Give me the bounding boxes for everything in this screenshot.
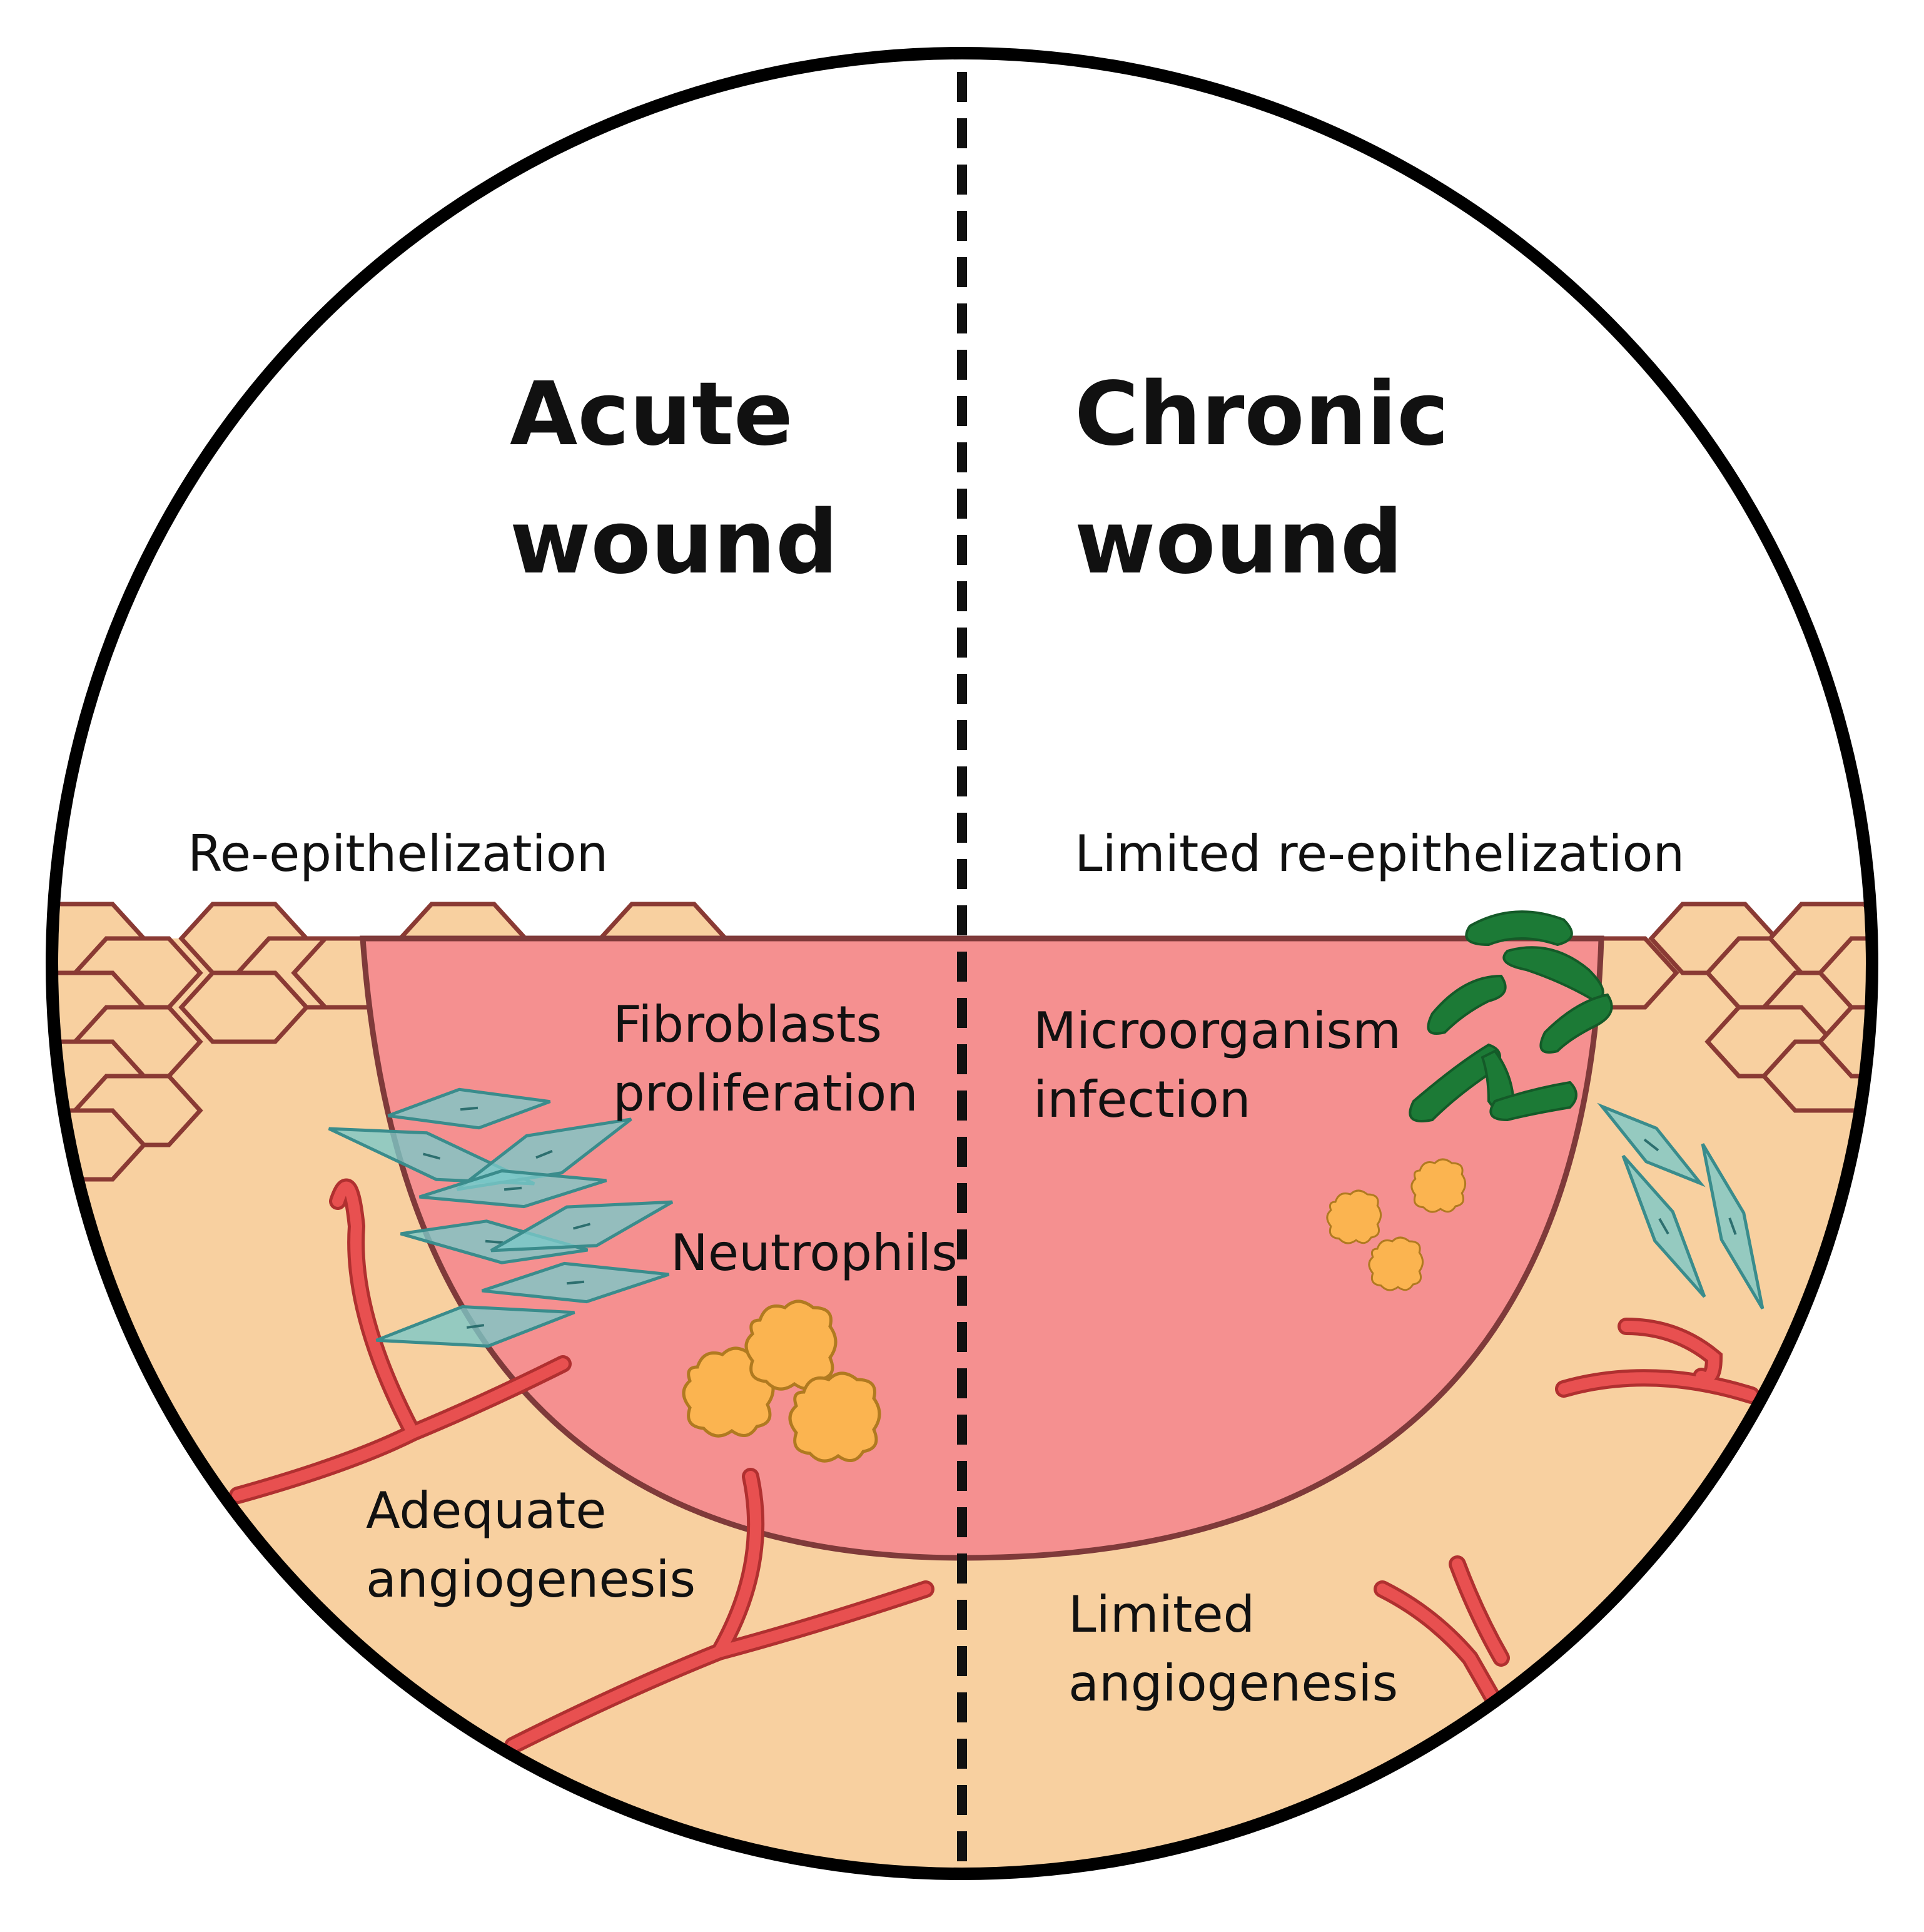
- epithelium: [52, 902, 1872, 1182]
- fibroblast-icon: [375, 1305, 575, 1348]
- fibroblasts-label-line1: Fibroblasts: [613, 995, 882, 1054]
- microorganism-icon: [1427, 974, 1507, 1035]
- neutrophils: [682, 1158, 1467, 1463]
- fibroblasts-label-line2: proliferation: [613, 1064, 918, 1122]
- adequate-angiogenesis-label-line1: Adequate: [366, 1482, 606, 1540]
- re-epithelization-label: Re-epithelization: [188, 825, 608, 883]
- neutrophil-icon: [1326, 1189, 1382, 1244]
- microorganism-icon: [1465, 910, 1573, 947]
- fibroblast-icon: [490, 1200, 674, 1253]
- epithelial-cell-icon: [52, 1108, 147, 1182]
- fibroblast-icon: [400, 1219, 589, 1264]
- outer-circle: [46, 47, 1878, 1880]
- epithelial-cell-icon: [1817, 936, 1872, 1010]
- fibroblast-icon: [418, 1169, 607, 1209]
- neutrophil-icon: [788, 1371, 881, 1463]
- limited-re-epithelization-label: Limited re-epithelization: [1075, 825, 1684, 883]
- neutrophil-icon: [1368, 1236, 1424, 1291]
- acute-title-line2: wound: [510, 492, 838, 594]
- chronic-title-line2: wound: [1075, 492, 1403, 594]
- microorganism-icon: [1539, 993, 1613, 1054]
- microorganisms: [1409, 910, 1613, 1122]
- fibroblast-icon: [481, 1261, 670, 1304]
- fibroblasts: [328, 1087, 1765, 1348]
- fibroblast-icon: [1597, 1102, 1706, 1187]
- chronic-title-line1: Chronic: [1075, 364, 1449, 465]
- diagram-body: [52, 72, 1872, 1874]
- fibroblast-icon: [1621, 1154, 1706, 1298]
- microorganism-icon: [1489, 1080, 1577, 1122]
- neutrophils-label: Neutrophils: [671, 1224, 958, 1282]
- fibroblast-icon: [387, 1087, 551, 1130]
- limited-angiogenesis-label-line2: angiogenesis: [1068, 1654, 1398, 1712]
- microorganism-label-line1: Microorganism: [1033, 1002, 1401, 1060]
- adequate-angiogenesis-label-line2: angiogenesis: [366, 1550, 696, 1609]
- epithelial-cell-icon: [178, 970, 310, 1044]
- fibroblast-icon: [1701, 1143, 1765, 1309]
- limited-angiogenesis-label-line1: Limited: [1068, 1585, 1255, 1644]
- acute-title-line1: Acute: [510, 364, 793, 465]
- blood-vessels-fill: [232, 1181, 1757, 1751]
- neutrophil-icon: [1410, 1158, 1467, 1213]
- microorganism-label-line2: infection: [1033, 1070, 1251, 1129]
